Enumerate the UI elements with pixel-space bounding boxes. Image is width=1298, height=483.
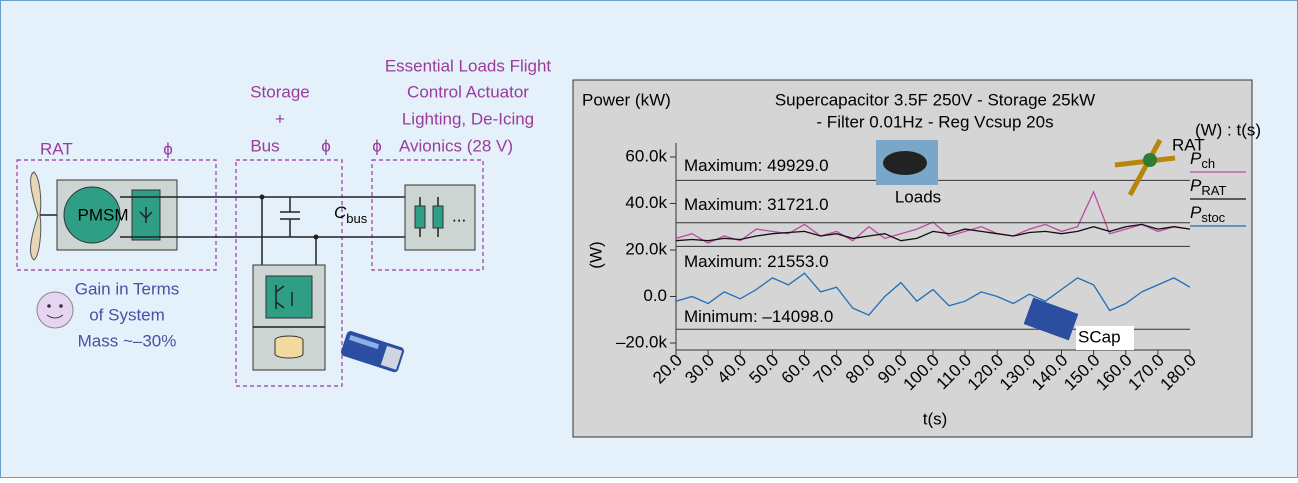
- loads-label: Lighting, De-Icing: [402, 109, 534, 128]
- eye: [59, 304, 63, 308]
- igbt-symbol: [275, 285, 293, 309]
- scap-photo-label-bg: [1076, 326, 1134, 350]
- legend-sub: RAT: [1201, 183, 1226, 198]
- y-tick-label: 0.0: [643, 286, 667, 305]
- y-tick-label: –20.0k: [616, 333, 668, 352]
- y-tick-label: 60.0k: [625, 146, 667, 165]
- y-axis-label: (W): [586, 241, 605, 268]
- storage-wires: [261, 197, 317, 265]
- chart-title: Supercapacitor 3.5F 250V - Storage 25kW: [775, 90, 1095, 109]
- chopper: [265, 275, 313, 319]
- legend-name: P: [1190, 149, 1202, 168]
- legend-name: P: [1190, 203, 1202, 222]
- phi: ϕ: [163, 139, 173, 158]
- photo-label: SCap: [1078, 327, 1121, 346]
- photo-label: RAT: [1172, 135, 1205, 154]
- y-unit-label: Power (kW): [582, 90, 671, 109]
- cbus-label: Cbus: [334, 203, 368, 226]
- storage-label: +: [275, 109, 285, 128]
- load: [414, 205, 426, 229]
- smiley: [36, 291, 74, 329]
- rat-label: RAT: [40, 139, 73, 158]
- loads-label: Avionics (28 V): [399, 136, 513, 155]
- loads-box: [371, 159, 484, 271]
- storage-label: Storage: [250, 82, 310, 101]
- ellipsis: ...: [452, 206, 466, 225]
- chart-title: - Filter 0.01Hz - Reg Vcsup 20s: [816, 112, 1053, 131]
- photo-label: Loads: [895, 187, 941, 206]
- bus-wires: [120, 196, 420, 238]
- legend-label: Pstoc: [1190, 203, 1226, 225]
- eye: [47, 304, 51, 308]
- supercap-photo: [341, 331, 405, 373]
- series-line: [675, 190, 1191, 244]
- motor: [63, 186, 121, 244]
- series-line: [675, 223, 1191, 242]
- legend-name: P: [1190, 176, 1202, 195]
- converter: [131, 189, 161, 241]
- phi: ϕ: [372, 136, 382, 155]
- gain-text: Gain in Terms: [75, 279, 180, 298]
- annotation-label: Maximum: 49929.0: [684, 156, 829, 175]
- legend-label: PRAT: [1190, 176, 1226, 198]
- diagram: RAT ϕ Storage + Bus ϕ Essential Loads Fl…: [16, 56, 552, 387]
- loads-label: Essential Loads Flight: [385, 56, 552, 75]
- scap-photo: [1023, 297, 1079, 341]
- legend-title: (W) : t(s): [1195, 120, 1261, 139]
- loads-label: Control Actuator: [407, 82, 529, 101]
- cell: [274, 340, 304, 359]
- annotation-label: Maximum: 31721.0: [684, 195, 829, 214]
- rat-box: [16, 159, 217, 271]
- rat-photo-part: [1143, 153, 1157, 167]
- mouth: [46, 314, 64, 319]
- series-line: [675, 272, 1191, 316]
- legend-label: Pch: [1190, 149, 1215, 171]
- y-tick-label: 40.0k: [625, 193, 667, 212]
- annotation-label: Maximum: 21553.0: [684, 252, 829, 271]
- storage-box: [235, 159, 343, 387]
- annotation-label: Minimum: –14098.0: [684, 307, 833, 326]
- cbus-sub: bus: [346, 211, 367, 226]
- load-wires: [419, 197, 439, 237]
- legend-sub: ch: [1201, 156, 1215, 171]
- pmsm-label: PMSM: [78, 205, 129, 224]
- gain-text: Mass ~–30%: [78, 331, 177, 350]
- converter-symbol: [139, 207, 153, 223]
- legend-sub: stoc: [1201, 210, 1225, 225]
- x-axis-label: t(s): [923, 409, 948, 428]
- load: [432, 205, 444, 229]
- storage-label: Bus: [250, 136, 279, 155]
- gain-text: of System: [89, 305, 165, 324]
- y-tick-label: 20.0k: [625, 239, 667, 258]
- phi: ϕ: [321, 136, 331, 155]
- chart-frame: [572, 79, 1253, 438]
- loads-photo-part: [883, 151, 927, 175]
- capacitor: [280, 197, 300, 237]
- chart: Power (kW) Supercapacitor 3.5F 250V - St…: [582, 90, 1261, 428]
- cbus-main: C: [334, 203, 347, 222]
